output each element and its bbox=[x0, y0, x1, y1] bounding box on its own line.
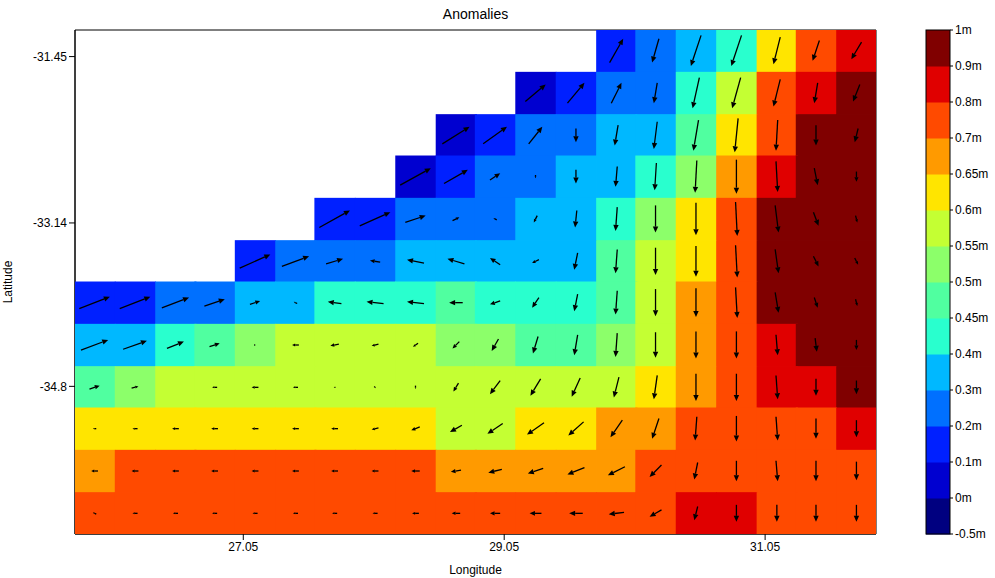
svg-text:1m: 1m bbox=[955, 23, 972, 37]
svg-text:29.05: 29.05 bbox=[489, 540, 519, 554]
svg-text:-34.8: -34.8 bbox=[40, 380, 68, 394]
svg-text:0.6m: 0.6m bbox=[955, 203, 982, 217]
svg-text:0.9m: 0.9m bbox=[955, 59, 982, 73]
svg-text:27.05: 27.05 bbox=[228, 540, 258, 554]
svg-text:0.5m: 0.5m bbox=[955, 275, 982, 289]
svg-text:0.2m: 0.2m bbox=[955, 419, 982, 433]
svg-text:0.55m: 0.55m bbox=[955, 239, 988, 253]
svg-text:0.3m: 0.3m bbox=[955, 383, 982, 397]
svg-text:-31.45: -31.45 bbox=[33, 50, 67, 64]
svg-text:0.8m: 0.8m bbox=[955, 95, 982, 109]
svg-text:0.65m: 0.65m bbox=[955, 167, 988, 181]
svg-text:0m: 0m bbox=[955, 491, 972, 505]
svg-text:0.4m: 0.4m bbox=[955, 347, 982, 361]
svg-text:Latitude: Latitude bbox=[1, 260, 15, 303]
svg-text:0.45m: 0.45m bbox=[955, 311, 988, 325]
svg-text:-33.14: -33.14 bbox=[33, 216, 67, 230]
svg-text:-0.5m: -0.5m bbox=[955, 527, 986, 541]
html-text:Anomalies: Anomalies bbox=[442, 6, 509, 22]
svg-text:0.1m: 0.1m bbox=[955, 455, 982, 469]
svg-text:Longitude: Longitude bbox=[449, 563, 502, 577]
svg-text:31.05: 31.05 bbox=[750, 540, 780, 554]
svg-text:0.7m: 0.7m bbox=[955, 131, 982, 145]
